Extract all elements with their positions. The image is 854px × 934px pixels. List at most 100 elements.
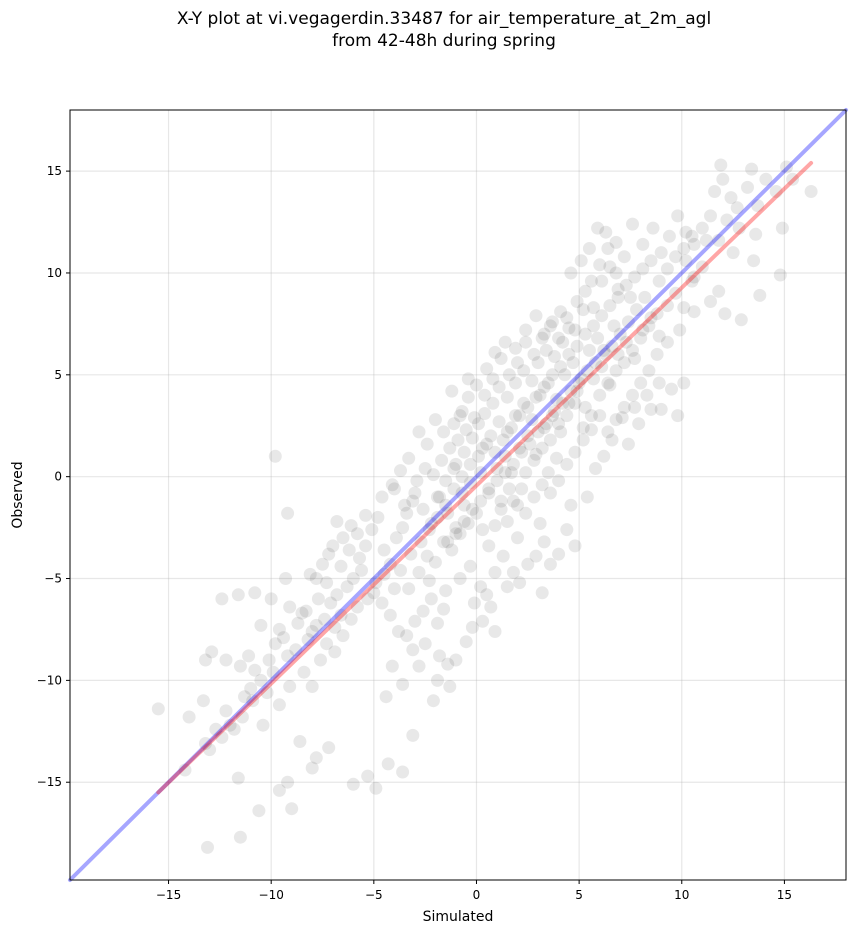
data-point (515, 482, 529, 496)
data-point (669, 286, 683, 300)
data-point (611, 347, 625, 361)
data-point (578, 327, 592, 341)
data-point (248, 663, 262, 677)
data-point (272, 698, 286, 712)
data-point (628, 352, 642, 365)
data-point (492, 415, 506, 429)
data-point (233, 830, 247, 844)
data-point (562, 396, 576, 410)
data-point (404, 547, 418, 561)
data-point (511, 356, 524, 370)
data-point (340, 580, 354, 594)
data-point (281, 649, 295, 663)
data-point (359, 539, 373, 553)
data-point (609, 235, 623, 249)
data-point (305, 761, 319, 775)
data-point (775, 221, 789, 235)
x-tick-label: 5 (575, 888, 583, 902)
data-point (529, 309, 543, 323)
data-point (461, 372, 475, 386)
data-point (753, 288, 767, 302)
data-point (786, 172, 800, 186)
data-point (199, 737, 212, 750)
data-point (350, 527, 364, 541)
data-point (441, 506, 455, 520)
data-point (445, 543, 459, 557)
data-point (488, 565, 502, 579)
data-point (334, 559, 348, 573)
data-point (513, 409, 527, 423)
data-point (601, 376, 615, 390)
data-point (580, 490, 594, 504)
data-point (601, 425, 615, 439)
data-point (344, 612, 358, 626)
data-point (344, 519, 358, 533)
data-point (685, 274, 699, 288)
data-point (712, 284, 726, 298)
data-point (431, 616, 444, 630)
data-point (231, 771, 245, 785)
data-point (759, 172, 773, 186)
data-point (732, 221, 746, 235)
data-point (260, 686, 274, 700)
data-point (474, 580, 488, 594)
data-point (704, 209, 717, 223)
data-point (293, 735, 307, 748)
data-point (488, 345, 502, 359)
data-point (375, 596, 389, 610)
data-point (673, 323, 687, 337)
data-point (720, 213, 734, 227)
data-point (630, 303, 644, 317)
data-point (447, 417, 461, 431)
data-point (589, 462, 602, 475)
data-point (431, 510, 444, 524)
data-point (531, 356, 545, 370)
data-point (447, 462, 461, 475)
data-point (305, 680, 319, 693)
data-point (494, 352, 508, 365)
data-point (318, 612, 332, 626)
data-point (406, 643, 420, 657)
data-point (328, 620, 342, 634)
data-point (595, 309, 609, 323)
data-point (490, 462, 504, 475)
data-point (478, 407, 492, 420)
data-point (545, 315, 559, 329)
data-point (773, 268, 787, 282)
data-point (326, 539, 340, 553)
data-point (385, 478, 399, 492)
data-point (330, 588, 344, 602)
data-point (447, 482, 461, 496)
data-point (636, 262, 650, 276)
data-point (328, 645, 342, 659)
chart-title-line2: from 42-48h during spring (332, 31, 556, 51)
data-point (669, 250, 683, 264)
data-point (587, 301, 600, 315)
y-tick-label: 0 (54, 470, 62, 484)
data-point (500, 515, 514, 528)
data-point (541, 466, 555, 480)
data-point (299, 604, 313, 618)
data-point (353, 551, 366, 565)
data-point (476, 523, 490, 537)
data-point (254, 673, 268, 687)
data-point (636, 323, 650, 337)
data-point (517, 364, 531, 378)
data-point (564, 266, 578, 280)
data-point (470, 378, 483, 392)
data-point (550, 392, 563, 406)
data-point (235, 710, 249, 724)
data-point (420, 549, 434, 563)
data-point (650, 307, 664, 321)
data-point (584, 423, 598, 437)
data-point (437, 602, 451, 616)
data-point (480, 588, 494, 602)
data-point (422, 523, 436, 537)
data-point (617, 250, 631, 264)
data-point (406, 728, 420, 742)
data-point (580, 364, 594, 378)
data-point (554, 425, 568, 439)
data-point (714, 158, 728, 172)
data-point (342, 543, 356, 557)
